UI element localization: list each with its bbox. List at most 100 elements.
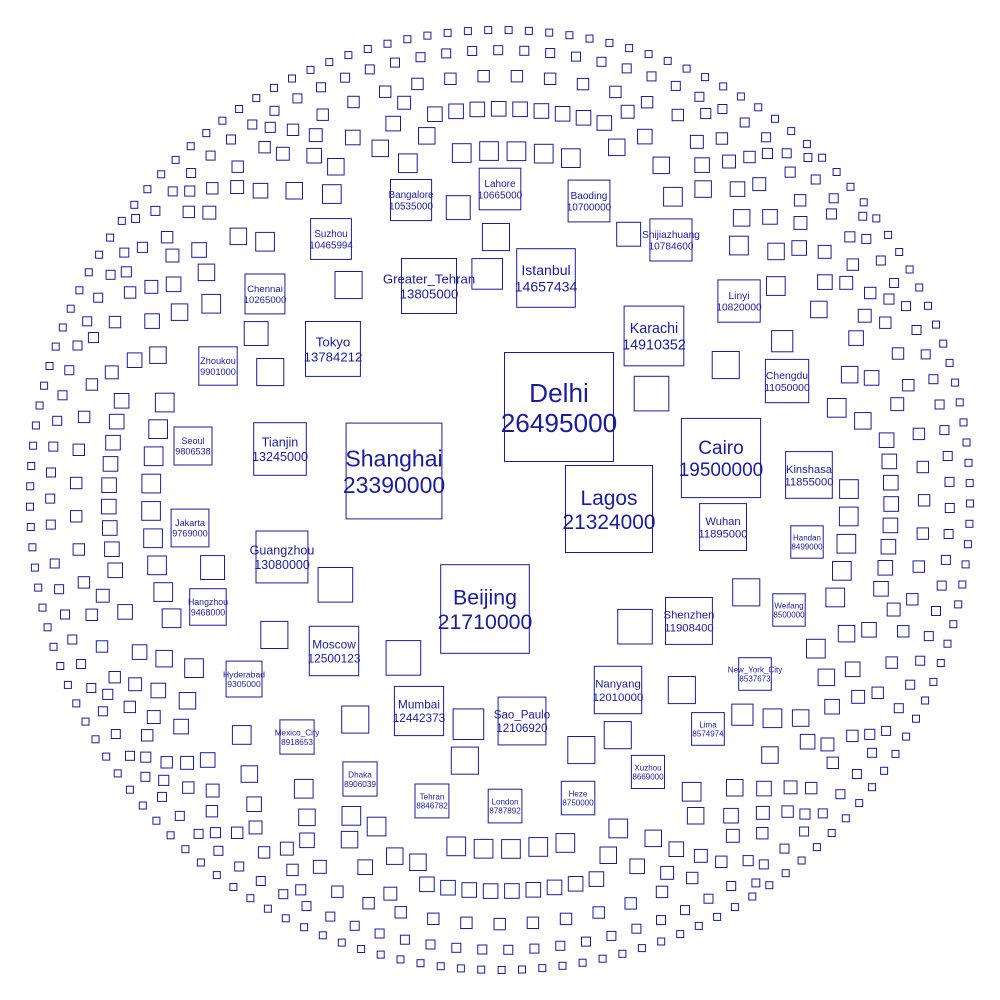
unlabeled-square [416, 53, 425, 62]
unlabeled-square [213, 872, 220, 879]
unlabeled-square [800, 827, 809, 836]
unlabeled-square [818, 275, 833, 290]
unlabeled-square [849, 331, 864, 346]
unlabeled-square [309, 129, 322, 142]
city-name-label: Nanyang [595, 679, 641, 691]
unlabeled-square [784, 781, 797, 794]
unlabeled-square [183, 206, 194, 217]
unlabeled-square [265, 122, 275, 132]
city-square-shijiazhuang: Shijiazhuang10784600 [642, 219, 700, 261]
city-population-label: 12442373 [393, 711, 446, 725]
city-name-label: Beijing [453, 586, 517, 610]
city-name-label: Sao_Paulo [494, 710, 550, 722]
unlabeled-square [247, 895, 254, 902]
unlabeled-square [367, 817, 386, 836]
city-population-label: 8906039 [344, 780, 376, 789]
unlabeled-square [27, 503, 34, 510]
unlabeled-square [906, 266, 913, 273]
unlabeled-square [300, 833, 315, 848]
unlabeled-square [723, 155, 736, 168]
unlabeled-square [78, 411, 89, 422]
unlabeled-square [187, 169, 196, 178]
unlabeled-square [35, 584, 42, 591]
unlabeled-square [529, 838, 548, 857]
unlabeled-square [365, 65, 374, 74]
unlabeled-square [730, 182, 745, 197]
unlabeled-square [397, 956, 404, 963]
unlabeled-square [142, 730, 153, 741]
unlabeled-square [428, 913, 439, 924]
unlabeled-square [150, 347, 167, 364]
unlabeled-square [714, 913, 721, 920]
unlabeled-square [85, 269, 92, 276]
unlabeled-square [145, 314, 160, 329]
unlabeled-square [139, 802, 146, 809]
unlabeled-square [724, 808, 739, 823]
unlabeled-square [609, 139, 626, 156]
unlabeled-square [483, 884, 498, 899]
unlabeled-square [67, 305, 74, 312]
unlabeled-square [913, 428, 924, 439]
unlabeled-square [647, 72, 656, 81]
city-square-weifang: Weifang8500000 [773, 594, 805, 626]
unlabeled-square [82, 718, 89, 725]
unlabeled-square [845, 662, 860, 677]
unlabeled-square [236, 106, 243, 113]
unlabeled-square [687, 808, 704, 825]
unlabeled-square [398, 96, 411, 109]
unlabeled-square [632, 924, 641, 933]
unlabeled-square [661, 866, 674, 879]
unlabeled-square [419, 128, 436, 145]
unlabeled-square [299, 809, 316, 826]
unlabeled-square [287, 124, 298, 135]
unlabeled-square [451, 747, 478, 774]
unlabeled-square [842, 815, 849, 822]
unlabeled-square [149, 420, 168, 439]
unlabeled-square [586, 35, 593, 42]
unlabeled-square [903, 733, 910, 740]
unlabeled-square [28, 463, 35, 470]
unlabeled-square [468, 47, 477, 56]
city-name-label: Handan [793, 533, 821, 542]
city-square-heze: Heze8750000 [561, 781, 595, 815]
unlabeled-square [762, 133, 771, 142]
unlabeled-square [478, 966, 485, 973]
unlabeled-square [249, 821, 262, 834]
unlabeled-square [417, 960, 424, 967]
unlabeled-square [271, 84, 278, 91]
unlabeled-square [716, 133, 727, 144]
unlabeled-square [896, 249, 903, 256]
unlabeled-square [884, 497, 899, 512]
unlabeled-square [525, 27, 532, 34]
unlabeled-square [964, 541, 971, 548]
unlabeled-square [258, 847, 269, 858]
city-square-shanghai: Shanghai23390000 [343, 423, 445, 519]
unlabeled-square [634, 376, 669, 411]
unlabeled-square [142, 502, 161, 521]
unlabeled-square [253, 95, 260, 102]
unlabeled-square [384, 40, 391, 47]
unlabeled-square [785, 167, 795, 177]
unlabeled-square [782, 806, 793, 817]
unlabeled-square [264, 905, 271, 912]
unlabeled-square [894, 704, 903, 713]
unlabeled-square [826, 588, 845, 607]
unlabeled-square [622, 64, 631, 73]
city-name-label: New_York_City [728, 665, 782, 674]
unlabeled-square [49, 442, 58, 451]
unlabeled-square [137, 242, 147, 252]
city-square-suzhou: Suzhou10465994 [309, 219, 353, 260]
unlabeled-square [757, 781, 772, 796]
city-population-label: 10465994 [309, 240, 353, 251]
unlabeled-square [332, 886, 343, 897]
unlabeled-square [657, 916, 666, 925]
unlabeled-square [743, 856, 753, 866]
unlabeled-square [526, 883, 541, 898]
unlabeled-square [716, 856, 727, 867]
unlabeled-square [959, 581, 966, 588]
unlabeled-square [453, 709, 484, 740]
city-population-label: 9769000 [172, 529, 207, 539]
unlabeled-square [155, 393, 174, 412]
unlabeled-square [794, 195, 805, 206]
unlabeled-square [672, 109, 683, 120]
